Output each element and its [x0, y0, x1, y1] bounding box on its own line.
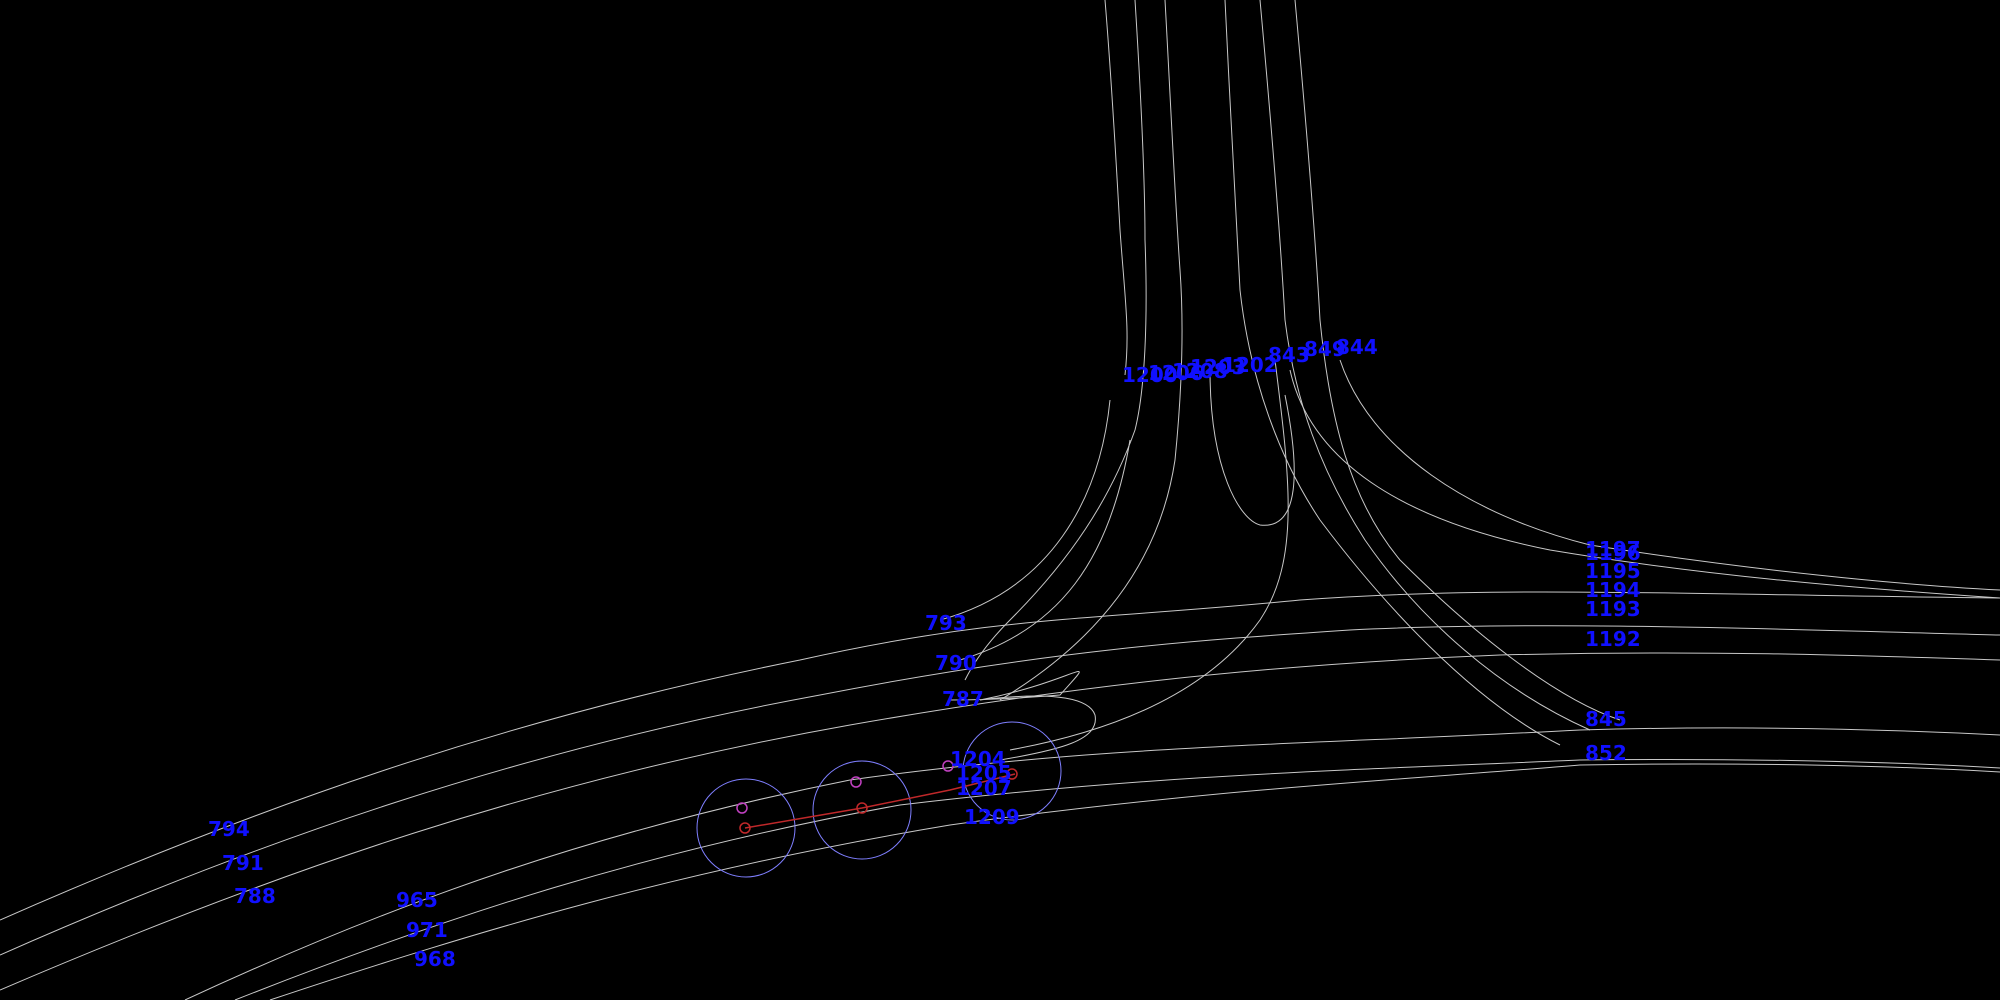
lane-label: 793 [925, 611, 967, 635]
lane-label: 852 [1585, 741, 1627, 765]
lane-label: 787 [942, 687, 984, 711]
lane-line [949, 671, 1080, 701]
lane-line [0, 652, 2000, 991]
agent-radius-circle [812, 760, 912, 860]
lane-label: 788 [234, 884, 276, 908]
lane-line [959, 439, 1131, 661]
lane-label: 791 [222, 851, 264, 875]
lane-line [184, 727, 2000, 1000]
trajectory-line [744, 773, 1016, 829]
lane-label: 845 [1585, 707, 1627, 731]
lane-label: 971 [406, 918, 448, 942]
lane-label: 1193 [1585, 597, 1641, 621]
lane-line [1289, 369, 2000, 599]
agent-layer [696, 721, 1062, 878]
agent-radius-circle [696, 778, 796, 878]
lane-label: 843 [1268, 343, 1310, 367]
lane-label: 790 [935, 651, 977, 675]
lane-label: 1204 [950, 747, 1006, 771]
lane-label: 1207 [956, 776, 1012, 800]
lane-line [1209, 369, 1295, 526]
lane-line [939, 399, 1111, 621]
agent-point [736, 802, 748, 814]
lane-line [1224, 0, 1561, 746]
lane-label: 1206 [1148, 361, 1204, 385]
lane-label: 1208 [1172, 359, 1228, 383]
lane-label: 1203 [1190, 355, 1246, 379]
lane-label: 844 [1336, 335, 1378, 359]
lane-line [1339, 359, 2000, 591]
lane-line [999, 0, 1183, 701]
lane-label: 1196 [1585, 541, 1641, 565]
lane-label: 1194 [1585, 578, 1641, 602]
lane-line [0, 591, 2000, 921]
lane-line [979, 695, 1096, 761]
lane-label: 1197 [1585, 537, 1641, 561]
lane-line [0, 625, 2000, 956]
lane-line [234, 758, 2000, 1000]
lane-line [1009, 359, 1289, 751]
lane-line [1104, 0, 1128, 376]
lane-label: 1200 [1122, 363, 1178, 387]
lane-label-layer: 1200 1206 1208 1203 1202 843 849 844 119… [208, 335, 1641, 971]
lane-line [1259, 0, 1591, 731]
agent-point [856, 802, 868, 814]
lane-line [269, 763, 2000, 1000]
agent-radius-circle [962, 721, 1062, 821]
lane-label: 1202 [1222, 353, 1278, 377]
lane-label: 965 [396, 888, 438, 912]
lane-label: 1192 [1585, 627, 1641, 651]
agent-point [1006, 768, 1018, 780]
agent-point [942, 760, 954, 772]
lane-label: 968 [414, 947, 456, 971]
lane-label: 849 [1304, 337, 1346, 361]
lane-line [964, 0, 1147, 681]
lane-label: 1195 [1585, 559, 1641, 583]
agent-point [850, 776, 862, 788]
agent-point [739, 822, 751, 834]
lane-label: 1209 [964, 805, 1020, 829]
lane-label: 794 [208, 817, 250, 841]
lane-label: 1205 [956, 761, 1012, 785]
lane-line [1294, 0, 1621, 721]
